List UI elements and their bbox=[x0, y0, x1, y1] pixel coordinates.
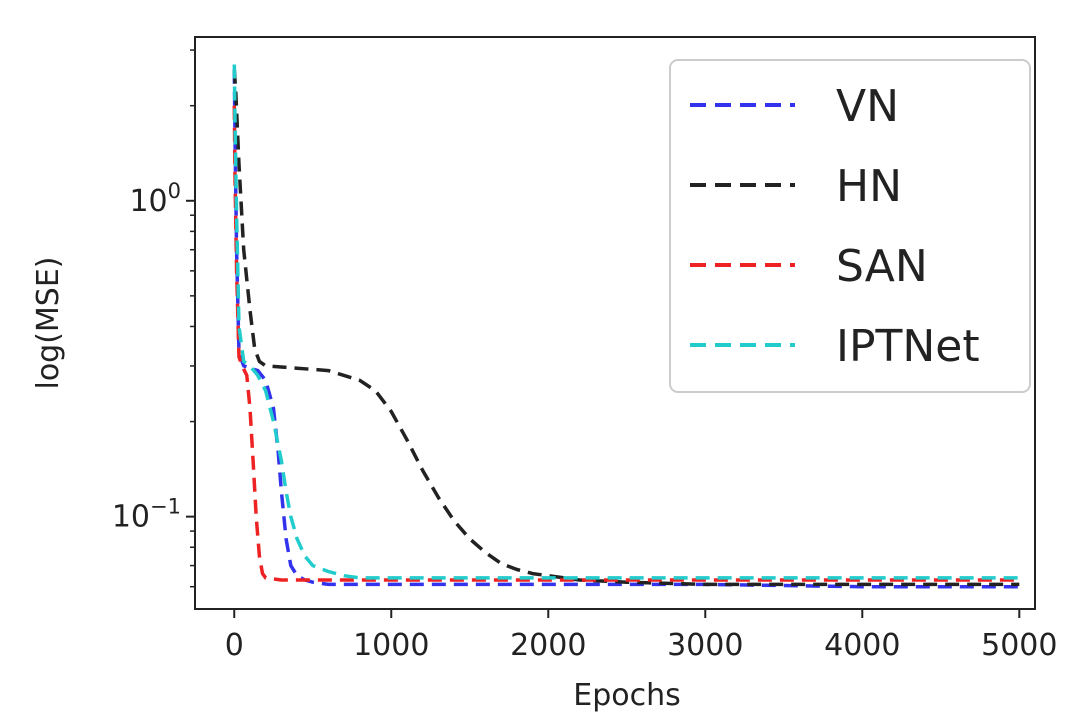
x-tick-label: 2000 bbox=[510, 628, 586, 663]
legend-label-hn: HN bbox=[836, 161, 902, 212]
series-layer bbox=[232, 64, 1020, 589]
series-line-san bbox=[232, 105, 1020, 582]
legend-box bbox=[669, 59, 1031, 393]
x-axis: 0 1000 2000 3000 4000 5000 bbox=[225, 609, 1057, 663]
series-line-hn bbox=[232, 69, 1020, 587]
x-tick-label: 5000 bbox=[981, 628, 1057, 663]
x-tick-label: 4000 bbox=[824, 628, 900, 663]
y-tick-exponent: −1 bbox=[150, 495, 181, 519]
x-axis-label: Epochs bbox=[573, 678, 681, 713]
legend: VN HN SAN IPTNet bbox=[669, 59, 1031, 393]
plot-frame bbox=[194, 36, 1036, 610]
y-tick-label: 10−1 bbox=[112, 495, 181, 535]
y-tick-base: 10 bbox=[129, 184, 167, 219]
x-tick-label: 0 bbox=[225, 628, 244, 663]
y-tick-label: 100 bbox=[129, 179, 181, 219]
legend-label-iptnet: IPTNet bbox=[836, 321, 980, 372]
y-axis-label: log(MSE) bbox=[31, 256, 66, 389]
y-tick-base: 10 bbox=[112, 500, 150, 535]
x-tick-label: 3000 bbox=[667, 628, 743, 663]
x-tick-label: 1000 bbox=[353, 628, 429, 663]
y-tick-exponent: 0 bbox=[168, 179, 181, 203]
series-line-iptnet bbox=[232, 64, 1020, 580]
legend-label-vn: VN bbox=[836, 81, 899, 132]
legend-label-san: SAN bbox=[836, 241, 928, 292]
